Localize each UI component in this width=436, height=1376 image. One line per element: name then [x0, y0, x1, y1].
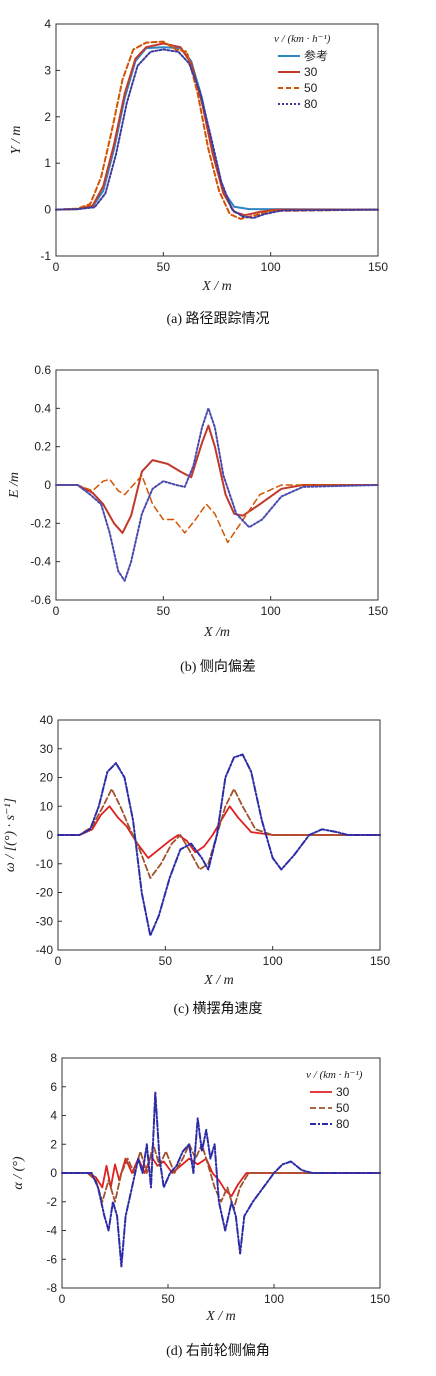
y-tick-label: 0.6 [34, 363, 51, 377]
chart-panel-d: 0 50 100 150 -8 -6 -4 -2 0 2 4 6 8 X / m α / (°) v / (k… [0, 1040, 436, 1376]
x-tick-label: 50 [157, 604, 171, 618]
chart-panel-c: 0 50 100 150 -40 -30 -20 -10 0 10 20 30 40 X / m ω / [… [0, 700, 436, 1040]
legend-label: 参考 [304, 48, 328, 63]
y-tick-label: -8 [46, 1281, 57, 1295]
x-axis-label: X /m [203, 625, 230, 640]
series-line-1 [55, 424, 379, 534]
chart-a-caption: (a) 路径跟踪情况 [166, 312, 270, 327]
x-tick-label: 50 [161, 1292, 175, 1306]
legend-label: 30 [304, 65, 318, 79]
x-tick-label: 0 [53, 260, 60, 274]
legend: v / (km · h⁻¹) 30 50 80 [306, 1069, 363, 1131]
legend-title: v / (km · h⁻¹) [306, 1069, 363, 1081]
y-tick-label: -0.2 [30, 516, 51, 530]
y-tick-label: -6 [46, 1252, 57, 1266]
series-line-80 [61, 1091, 381, 1268]
x-tick-label: 150 [368, 604, 388, 618]
legend-label: 80 [336, 1117, 350, 1131]
chart-d-svg: 0 50 100 150 -8 -6 -4 -2 0 2 4 6 8 X / m α / (°) v / (k… [11, 1051, 390, 1324]
y-tick-label: 6 [50, 1080, 57, 1094]
y-tick-label: 30 [40, 742, 54, 756]
y-axis-label: Y / m [9, 126, 24, 155]
chart-panel-b: 0 50 100 150 -0.6 -0.4 -0.2 0 0.2 0.4 0.6 X /m E /m … [0, 350, 436, 690]
x-axis-label: X / m [203, 973, 234, 988]
x-tick-label: 50 [159, 954, 173, 968]
series-line-30 [55, 42, 379, 217]
legend-label: 50 [304, 81, 318, 95]
x-tick-label: 0 [53, 604, 60, 618]
y-tick-label: 4 [50, 1109, 57, 1123]
y-tick-label: -2 [46, 1195, 57, 1209]
y-axis-label: α / (°) [11, 1156, 26, 1189]
series-line-80 [55, 48, 379, 219]
y-tick-label: -1 [40, 249, 51, 263]
x-tick-label: 100 [261, 260, 281, 274]
y-tick-label: 20 [40, 771, 54, 785]
x-axis-label: X / m [201, 279, 232, 294]
series-line-3 [57, 753, 381, 937]
chart-c-caption: (c) 横摆角速度 [173, 1002, 263, 1017]
x-tick-label: 100 [261, 604, 281, 618]
legend-label: 80 [304, 97, 318, 111]
x-tick-label: 0 [59, 1292, 66, 1306]
legend-title: v / (km · h⁻¹) [274, 33, 331, 45]
legend: v / (km · h⁻¹) 参考 30 50 80 [274, 33, 331, 111]
chart-d-caption: (d) 右前轮侧偏角 [166, 1344, 270, 1359]
series-line-2 [55, 474, 379, 544]
y-tick-label: -4 [46, 1224, 57, 1238]
y-tick-label: 2 [44, 110, 51, 124]
x-tick-label: 150 [370, 1292, 390, 1306]
chart-b-caption: (b) 侧向偏差 [180, 660, 256, 675]
y-tick-label: 1 [44, 156, 51, 170]
y-tick-label: -40 [36, 943, 54, 957]
y-tick-label: 0 [44, 203, 51, 217]
y-tick-label: 0.2 [34, 440, 51, 454]
series-line-50 [61, 1143, 381, 1210]
y-tick-label: 0 [46, 828, 53, 842]
series-line-2 [57, 788, 381, 879]
y-tick-label: -20 [36, 886, 54, 900]
x-tick-label: 150 [370, 954, 390, 968]
series-line-50 [55, 40, 379, 220]
y-tick-label: -0.4 [30, 555, 51, 569]
x-tick-label: 100 [264, 1292, 284, 1306]
y-tick-label: 0 [50, 1166, 57, 1180]
y-tick-label: -0.6 [30, 593, 51, 607]
y-tick-label: 2 [50, 1137, 57, 1151]
y-tick-label: 10 [40, 799, 54, 813]
chart-c-svg: 0 50 100 150 -40 -30 -20 -10 0 10 20 30 40 X / m ω / [… [3, 713, 390, 988]
y-tick-label: 0.4 [34, 401, 51, 415]
series-line-1 [57, 805, 381, 859]
plot-frame [55, 23, 379, 257]
y-tick-label: 40 [40, 713, 54, 727]
x-tick-label: 50 [157, 260, 171, 274]
y-tick-label: 0 [44, 478, 51, 492]
y-axis-label: E /m [7, 472, 22, 499]
y-tick-label: 3 [44, 63, 51, 77]
y-tick-label: 8 [50, 1051, 57, 1065]
series-line-30 [61, 1154, 381, 1197]
x-axis-label: X / m [205, 1309, 236, 1324]
x-tick-label: 100 [263, 954, 283, 968]
y-tick-label: -30 [36, 914, 54, 928]
series-line-3 [55, 407, 379, 582]
y-axis-label: ω / [(°) · s⁻¹] [3, 798, 18, 872]
x-tick-label: 0 [55, 954, 62, 968]
legend-label: 50 [336, 1101, 350, 1115]
chart-b-svg: 0 50 100 150 -0.6 -0.4 -0.2 0 0.2 0.4 0.6 X /m E /m [7, 363, 388, 640]
legend-label: 30 [336, 1085, 350, 1099]
x-tick-label: 150 [368, 260, 388, 274]
y-tick-label: 4 [44, 17, 51, 31]
y-tick-label: -10 [36, 857, 54, 871]
